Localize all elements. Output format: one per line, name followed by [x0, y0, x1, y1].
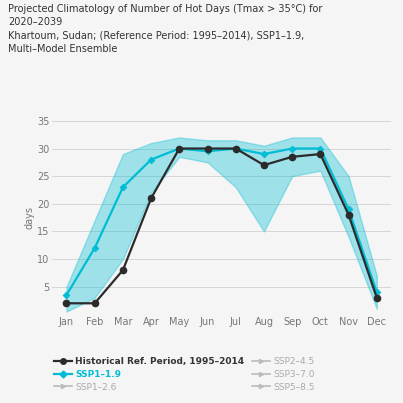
Y-axis label: days: days — [24, 206, 34, 229]
Text: Projected Climatology of Number of Hot Days (Tmax > 35°C) for
2020–2039
Khartoum: Projected Climatology of Number of Hot D… — [8, 4, 322, 54]
Legend: Historical Ref. Period, 1995–2014, SSP1–1.9, SSP1–2.6, SSP2–4.5, SSP3–7.0, SSP5–: Historical Ref. Period, 1995–2014, SSP1–… — [50, 354, 318, 395]
